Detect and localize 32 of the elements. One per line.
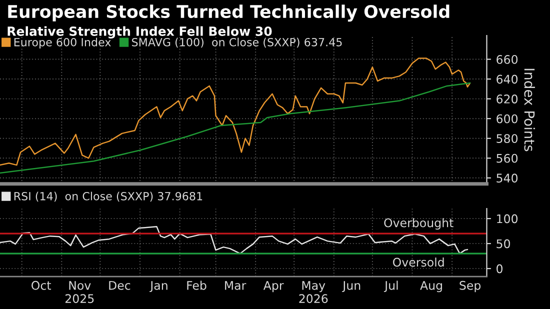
ref-line-label: Oversold (392, 258, 444, 267)
y-tick-label: 600 (496, 114, 518, 124)
chart-title: European Stocks Turned Technically Oversold (8, 4, 450, 22)
line-series (0, 58, 471, 166)
x-tick-label: Nov 2025 (65, 281, 94, 304)
y-tick-label: 0 (496, 264, 503, 274)
line-series (0, 82, 471, 174)
x-tick-label: Jun (342, 281, 360, 292)
y-tick-label: 560 (496, 154, 518, 163)
legend-label: Europe 600 Index (14, 38, 111, 49)
x-tick-label: Feb (187, 280, 206, 290)
legend-label: SMAVG (100) on Close (SXXP) 637.45 (132, 38, 342, 48)
x-tick-label: Oct (32, 280, 52, 290)
y-axis-title: Index Points (524, 68, 535, 152)
y-tick-label: 100 (497, 214, 518, 224)
y-tick-label: 640 (496, 74, 518, 84)
x-tick-label: Apr (263, 281, 284, 292)
chart-subtitle: Relative Strength Index Fell Below 30 (8, 26, 272, 38)
x-tick-label: Mar (225, 281, 246, 290)
x-tick-label: May 2026 (299, 281, 328, 304)
x-tick-label: Dec (109, 281, 130, 290)
x-tick-label: Aug (420, 281, 442, 292)
y-tick-label: 50 (496, 239, 510, 248)
y-tick-label: 580 (496, 134, 518, 144)
x-tick-label: Sep (460, 280, 481, 292)
ref-line-label: Overbought (384, 218, 454, 230)
y-tick-label: 540 (496, 174, 518, 183)
legend-label: RSI (14) on Close (SXXP) 37.9681 (14, 192, 202, 202)
x-tick-label: Jul (384, 280, 398, 292)
y-tick-label: 620 (496, 94, 518, 104)
y-tick-label: 660 (496, 54, 518, 64)
x-tick-label: Jan (150, 281, 168, 292)
